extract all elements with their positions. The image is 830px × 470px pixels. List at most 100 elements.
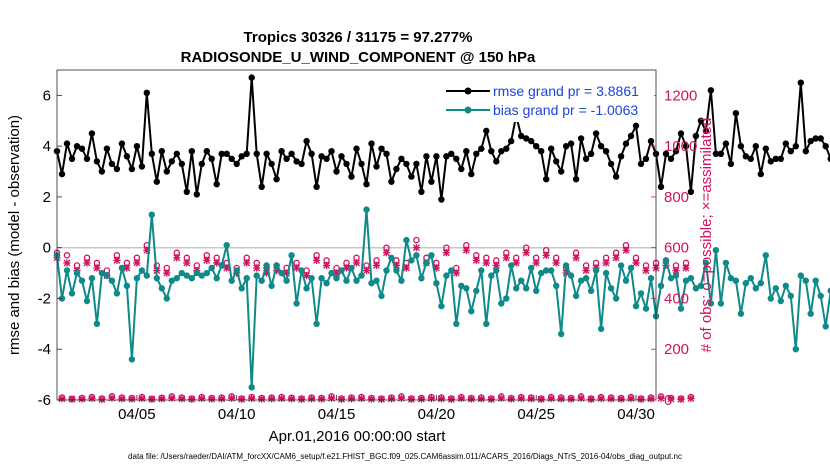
obs-assimilated-marker (322, 261, 331, 270)
bias-point (577, 277, 585, 284)
rmse-point (657, 183, 665, 190)
rmse-point (642, 155, 650, 162)
rmse-point (762, 145, 769, 152)
bias-point (802, 277, 809, 284)
bias-point (807, 310, 814, 317)
bias-point (333, 275, 340, 282)
y-right-tick-label: 200 (664, 341, 689, 358)
rmse-point (123, 153, 131, 160)
rmse-point (473, 150, 480, 157)
obs-assimilated-marker (487, 395, 495, 403)
obs-assimilated-marker (677, 395, 685, 403)
rmse-point (348, 173, 355, 180)
rmse-point (727, 160, 735, 168)
bias-point (617, 262, 625, 269)
rmse-point (493, 158, 500, 165)
obs-assimilated-marker (647, 395, 655, 403)
rmse-point (273, 176, 280, 183)
bias-point (538, 269, 545, 277)
bias-point (88, 275, 96, 282)
bias-point (368, 280, 375, 287)
bias-point (627, 264, 635, 272)
rmse-point (812, 135, 819, 142)
bias-point (338, 267, 345, 274)
rmse-point (802, 148, 809, 155)
obs-assimilated-marker (88, 394, 96, 403)
rmse-point (298, 160, 305, 168)
rmse-point (323, 155, 330, 162)
rmse-point (78, 145, 86, 152)
obs-assimilated-marker (203, 256, 211, 264)
bias-point (478, 267, 485, 274)
bias-point (278, 269, 285, 277)
bias-point (373, 277, 380, 284)
x-tick-label: 04/30 (617, 406, 655, 423)
obs-assimilated-marker (632, 259, 640, 267)
obs-assimilated-marker (512, 259, 520, 267)
rmse-point (543, 176, 550, 183)
y-right-tick-label: 800 (664, 189, 689, 206)
bias-point (587, 287, 595, 294)
obs-assimilated-marker (228, 394, 236, 402)
rmse-point (118, 140, 126, 147)
y-right-tick-label: 400 (664, 290, 689, 307)
bias-point (822, 323, 829, 330)
obs-assimilated-marker (332, 269, 341, 277)
obs-assimilated-marker (392, 261, 401, 270)
rmse-point (223, 150, 230, 157)
rmse-point (258, 183, 265, 190)
bias-point (747, 275, 754, 282)
bias-point (268, 282, 275, 289)
rmse-point (68, 155, 76, 162)
obs-assimilated-marker (497, 394, 505, 402)
bias-point (113, 290, 121, 297)
bias-point (692, 285, 700, 292)
rmse-point (193, 191, 200, 198)
obs-assimilated-marker (462, 246, 470, 254)
rmse-point (602, 148, 610, 155)
bias-point (458, 282, 465, 289)
bias-point (677, 305, 685, 312)
bias-point (263, 262, 270, 269)
rmse-point (388, 178, 395, 185)
bias-point (762, 252, 769, 259)
obs-assimilated-marker (582, 266, 590, 275)
rmse-point (73, 143, 81, 150)
bias-point (273, 262, 280, 269)
rmse-point (463, 148, 470, 155)
rmse-point (632, 122, 640, 129)
obs-assimilated-marker (297, 395, 306, 403)
obs-assimilated-marker (522, 249, 530, 257)
obs-assimilated-marker (477, 395, 485, 403)
plot-area (57, 70, 656, 400)
rmse-point (567, 140, 575, 147)
rmse-point (343, 160, 350, 168)
bias-point (238, 285, 245, 292)
bias-point (592, 267, 600, 274)
bias-point (562, 262, 570, 269)
bias-point (423, 259, 430, 267)
bias-point (647, 275, 655, 282)
rmse-point (233, 160, 240, 168)
rmse-point (288, 150, 295, 157)
bias-point (772, 285, 779, 292)
bias-point (777, 297, 784, 305)
bias-point (443, 272, 450, 279)
rmse-point (817, 135, 824, 142)
obs-assimilated-marker (138, 394, 146, 403)
obs-assimilated-marker (163, 269, 171, 277)
rmse-point (393, 165, 400, 173)
bias-point (463, 285, 470, 292)
bias-point (622, 277, 630, 284)
rmse-point (158, 148, 165, 155)
obs-assimilated-marker (342, 264, 351, 272)
obs-assimilated-marker (397, 394, 406, 402)
rmse-point (213, 181, 220, 188)
rmse-point (218, 150, 225, 157)
bias-point (757, 280, 764, 287)
rmse-point (508, 137, 515, 145)
bias-point (353, 277, 360, 284)
rmse-point (138, 163, 146, 170)
obs-assimilated-marker (93, 264, 101, 272)
bias-point (198, 272, 205, 279)
